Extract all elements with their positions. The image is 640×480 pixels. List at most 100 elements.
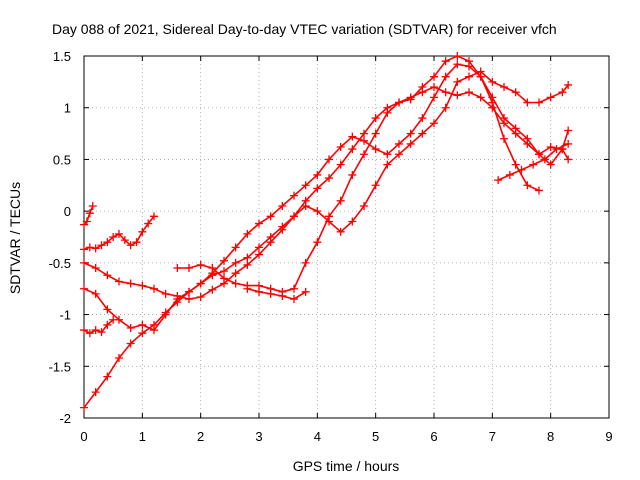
data-point (564, 80, 573, 89)
data-point (109, 233, 118, 241)
data-point (91, 289, 100, 298)
series-track-f (80, 60, 573, 412)
data-point (552, 145, 561, 154)
data-point (325, 174, 333, 183)
data-point (395, 139, 403, 148)
data-point (348, 170, 357, 179)
series-track-b (80, 201, 97, 229)
data-point (103, 372, 112, 381)
data-point (80, 403, 88, 412)
data-point (535, 150, 543, 159)
data-point (80, 326, 88, 335)
data-point (290, 212, 298, 221)
x-tick-label: 2 (197, 429, 204, 444)
data-point (476, 93, 485, 102)
data-point (231, 258, 240, 267)
x-tick-label: 4 (314, 429, 321, 444)
data-point (348, 145, 357, 154)
data-point (418, 83, 427, 92)
data-point (161, 308, 170, 317)
data-point (255, 287, 263, 296)
data-point (313, 207, 322, 216)
series-line (83, 319, 114, 335)
data-point (564, 155, 573, 164)
y-tick-label: 0 (64, 204, 71, 219)
data-point (161, 289, 170, 298)
data-point (336, 143, 345, 152)
data-point (500, 114, 508, 123)
axes: 0 1 2 3 4 5 6 7 8 9 1.5 1 0.5 0 -0.5 -1 -1.5 -2 (49, 49, 613, 444)
data-point (360, 136, 368, 145)
data-point (336, 196, 345, 205)
series-line (177, 55, 540, 293)
data-point (115, 354, 123, 363)
data-point (208, 285, 217, 294)
data-point (546, 93, 555, 102)
data-point (453, 60, 462, 69)
data-point (430, 72, 438, 81)
data-point (85, 243, 94, 252)
data-point (535, 98, 543, 107)
data-point (243, 260, 252, 269)
data-point (255, 250, 263, 259)
data-point (138, 281, 147, 290)
chart-title: Day 088 of 2021, Sidereal Day-to-day VTE… (52, 21, 557, 37)
data-point (266, 233, 275, 241)
data-point (290, 191, 298, 200)
series-track-h (243, 284, 310, 304)
data-point (115, 277, 123, 286)
data-point (80, 245, 88, 254)
data-point (220, 267, 228, 276)
data-point (523, 181, 532, 190)
data-point (453, 52, 462, 60)
data-point (418, 129, 427, 138)
data-point (185, 264, 193, 273)
series-line (83, 63, 569, 409)
data-point (103, 305, 112, 314)
data-point (150, 284, 158, 293)
data-point (505, 170, 514, 179)
data-point (383, 150, 392, 159)
data-point (313, 238, 322, 247)
y-tick-label: 0.5 (53, 152, 71, 167)
data-point (103, 238, 112, 247)
data-point (406, 139, 415, 148)
series-track-c (80, 315, 118, 338)
data-point (336, 227, 345, 236)
data-point (138, 320, 147, 329)
x-tick-label: 3 (255, 429, 262, 444)
data-point (529, 160, 538, 169)
data-point (564, 139, 573, 148)
data-point (278, 222, 287, 231)
y-tick-label: 1 (64, 101, 71, 116)
data-point (115, 315, 123, 324)
data-point (196, 292, 205, 301)
y-tick-label: 1.5 (53, 49, 71, 64)
data-point (150, 320, 158, 329)
data-point (150, 212, 158, 221)
data-point (313, 184, 322, 193)
data-point (85, 329, 94, 338)
data-point (395, 98, 403, 107)
data-point (255, 219, 263, 228)
data-point (103, 271, 112, 280)
data-point (220, 256, 228, 265)
data-point (564, 126, 573, 135)
data-point (255, 243, 263, 252)
data-point (185, 287, 193, 296)
data-point (126, 324, 135, 333)
data-point (91, 326, 100, 335)
data-point (430, 83, 438, 92)
data-point (465, 72, 473, 81)
series-line (83, 86, 569, 300)
data-point (173, 264, 182, 273)
data-point (231, 279, 240, 288)
x-tick-label: 9 (605, 429, 612, 444)
y-tick-label: -2 (59, 411, 71, 426)
data-point (383, 160, 392, 169)
data-point (290, 295, 298, 304)
data-point (348, 132, 357, 141)
x-axis-title: GPS time / hours (293, 458, 400, 474)
data-point (406, 129, 415, 138)
